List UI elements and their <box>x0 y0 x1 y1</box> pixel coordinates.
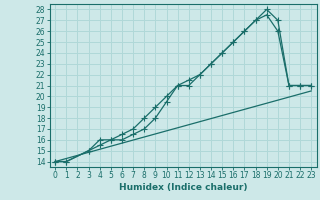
X-axis label: Humidex (Indice chaleur): Humidex (Indice chaleur) <box>119 183 247 192</box>
